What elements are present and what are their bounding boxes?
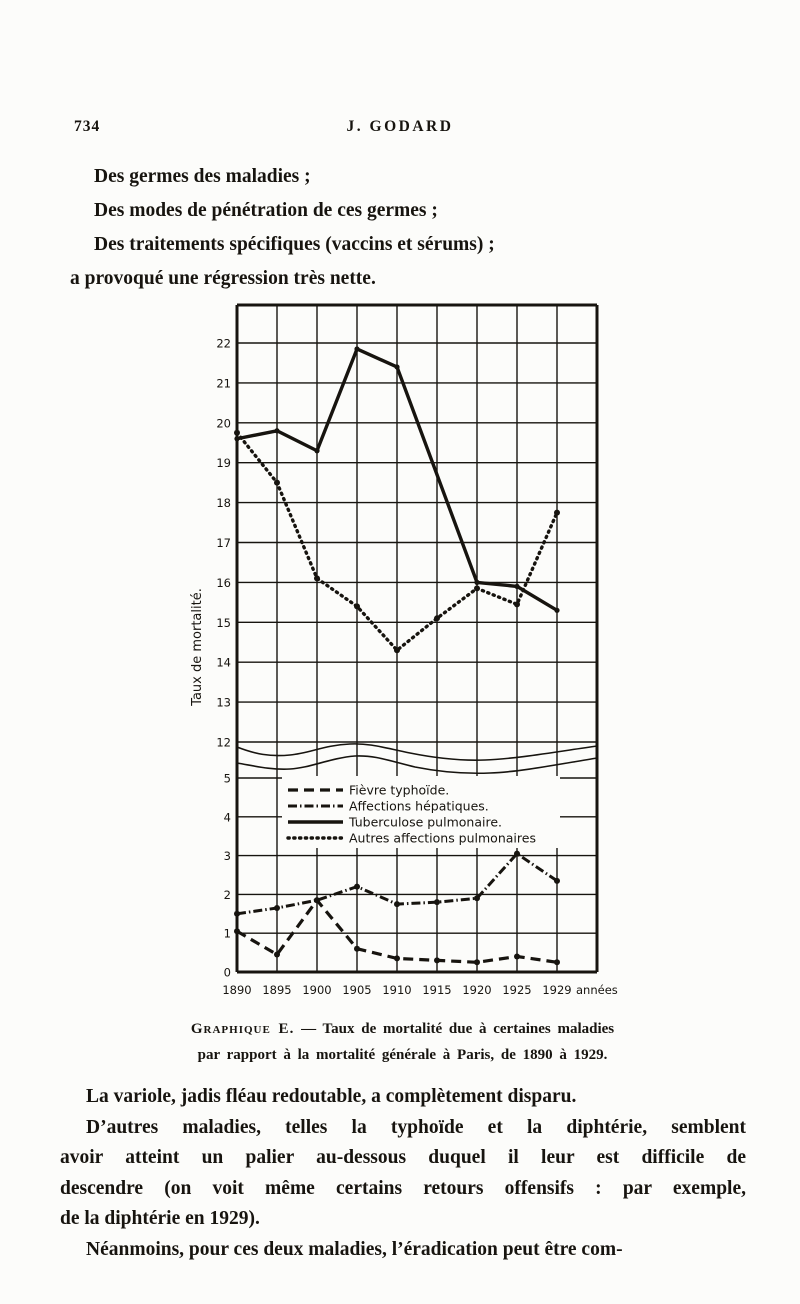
svg-text:16: 16 bbox=[216, 576, 231, 590]
svg-text:22: 22 bbox=[216, 337, 231, 351]
svg-text:1920: 1920 bbox=[462, 983, 491, 997]
svg-text:1890: 1890 bbox=[222, 983, 251, 997]
svg-text:1895: 1895 bbox=[262, 983, 291, 997]
svg-text:4: 4 bbox=[224, 810, 231, 824]
svg-text:Autres affections pulmonaires: Autres affections pulmonaires bbox=[349, 831, 536, 846]
svg-text:1905: 1905 bbox=[342, 983, 371, 997]
axis-break-waves bbox=[236, 743, 598, 775]
body-line: de la diphtérie en 1929). bbox=[60, 1208, 260, 1229]
svg-text:18: 18 bbox=[216, 496, 231, 510]
svg-text:1910: 1910 bbox=[382, 983, 411, 997]
body-line: avoir atteint un palier au-dessous duque… bbox=[60, 1147, 746, 1168]
body-line: Néanmoins, pour ces deux maladies, l’éra… bbox=[86, 1238, 623, 1260]
svg-text:21: 21 bbox=[216, 376, 231, 390]
intro-paragraph: Des germes des maladies ; Des modes de p… bbox=[70, 160, 640, 296]
intro-line: Des traitements spécifiques (vaccins et … bbox=[94, 234, 495, 255]
svg-text:14: 14 bbox=[216, 656, 231, 670]
svg-text:1915: 1915 bbox=[422, 983, 451, 997]
svg-text:5: 5 bbox=[224, 772, 231, 786]
svg-text:Affections hépatiques.: Affections hépatiques. bbox=[349, 799, 489, 814]
y-axis-label: Taux de mortalité. bbox=[190, 588, 205, 707]
svg-text:19: 19 bbox=[216, 456, 231, 470]
svg-text:Fièvre typhoïde.: Fièvre typhoïde. bbox=[349, 783, 449, 798]
chart-series-2 bbox=[234, 346, 560, 613]
svg-text:Taux de mortalité.: Taux de mortalité. bbox=[190, 588, 205, 707]
body-line: La variole, jadis fléau redoutable, a co… bbox=[86, 1086, 577, 1107]
svg-text:13: 13 bbox=[216, 696, 231, 710]
svg-text:Tuberculose pulmonaire.: Tuberculose pulmonaire. bbox=[348, 815, 502, 830]
figure-caption-line1: Graphique E. — Taux de mortalité due à c… bbox=[190, 1021, 615, 1037]
intro-line: Des germes des maladies ; bbox=[94, 166, 311, 187]
svg-text:1925: 1925 bbox=[502, 983, 531, 997]
running-head: J. GODARD bbox=[346, 118, 454, 135]
x-axis-ticks: 1890 1895 1900 1905 1910 1915 1920 1925 1929 anné… bbox=[222, 983, 617, 997]
svg-text:0: 0 bbox=[224, 966, 231, 980]
svg-text:3: 3 bbox=[224, 849, 231, 863]
figure-label: Graphique E. bbox=[190, 1021, 295, 1037]
svg-text:20: 20 bbox=[216, 416, 231, 430]
svg-text:1900: 1900 bbox=[302, 983, 331, 997]
svg-text:12: 12 bbox=[216, 736, 231, 750]
svg-text:15: 15 bbox=[216, 616, 231, 630]
figure-caption: Graphique E. — Taux de mortalité due à c… bbox=[80, 1016, 725, 1068]
page-number: 734 bbox=[74, 118, 101, 135]
svg-text:2: 2 bbox=[224, 888, 231, 902]
svg-text:années: années bbox=[576, 983, 618, 997]
figure-caption-line2: par rapport à la mortalité générale à Pa… bbox=[197, 1047, 608, 1063]
chart-series-3 bbox=[234, 429, 560, 654]
body-line: D’autres maladies, telles la typhoïde et… bbox=[86, 1116, 746, 1138]
body-paragraphs: La variole, jadis fléau redoutable, a co… bbox=[60, 1082, 746, 1265]
intro-line: a provoqué une régression très nette. bbox=[70, 268, 376, 289]
svg-text:1: 1 bbox=[224, 927, 231, 941]
svg-text:17: 17 bbox=[216, 536, 231, 550]
body-line: descendre (on voit même certains retours… bbox=[60, 1177, 746, 1199]
chart-series-1 bbox=[234, 850, 560, 917]
svg-text:1929: 1929 bbox=[542, 983, 571, 997]
chart-border bbox=[235, 303, 599, 974]
mortality-chart: 22 21 20 19 18 17 16 15 14 13 12 5 4 3 2 1 0 Taux de mort… bbox=[185, 300, 620, 1010]
chart-legend: Fièvre typhoïde.Affections hépatiques.Tu… bbox=[282, 776, 560, 848]
intro-line: Des modes de pénétration de ces germes ; bbox=[94, 200, 438, 221]
